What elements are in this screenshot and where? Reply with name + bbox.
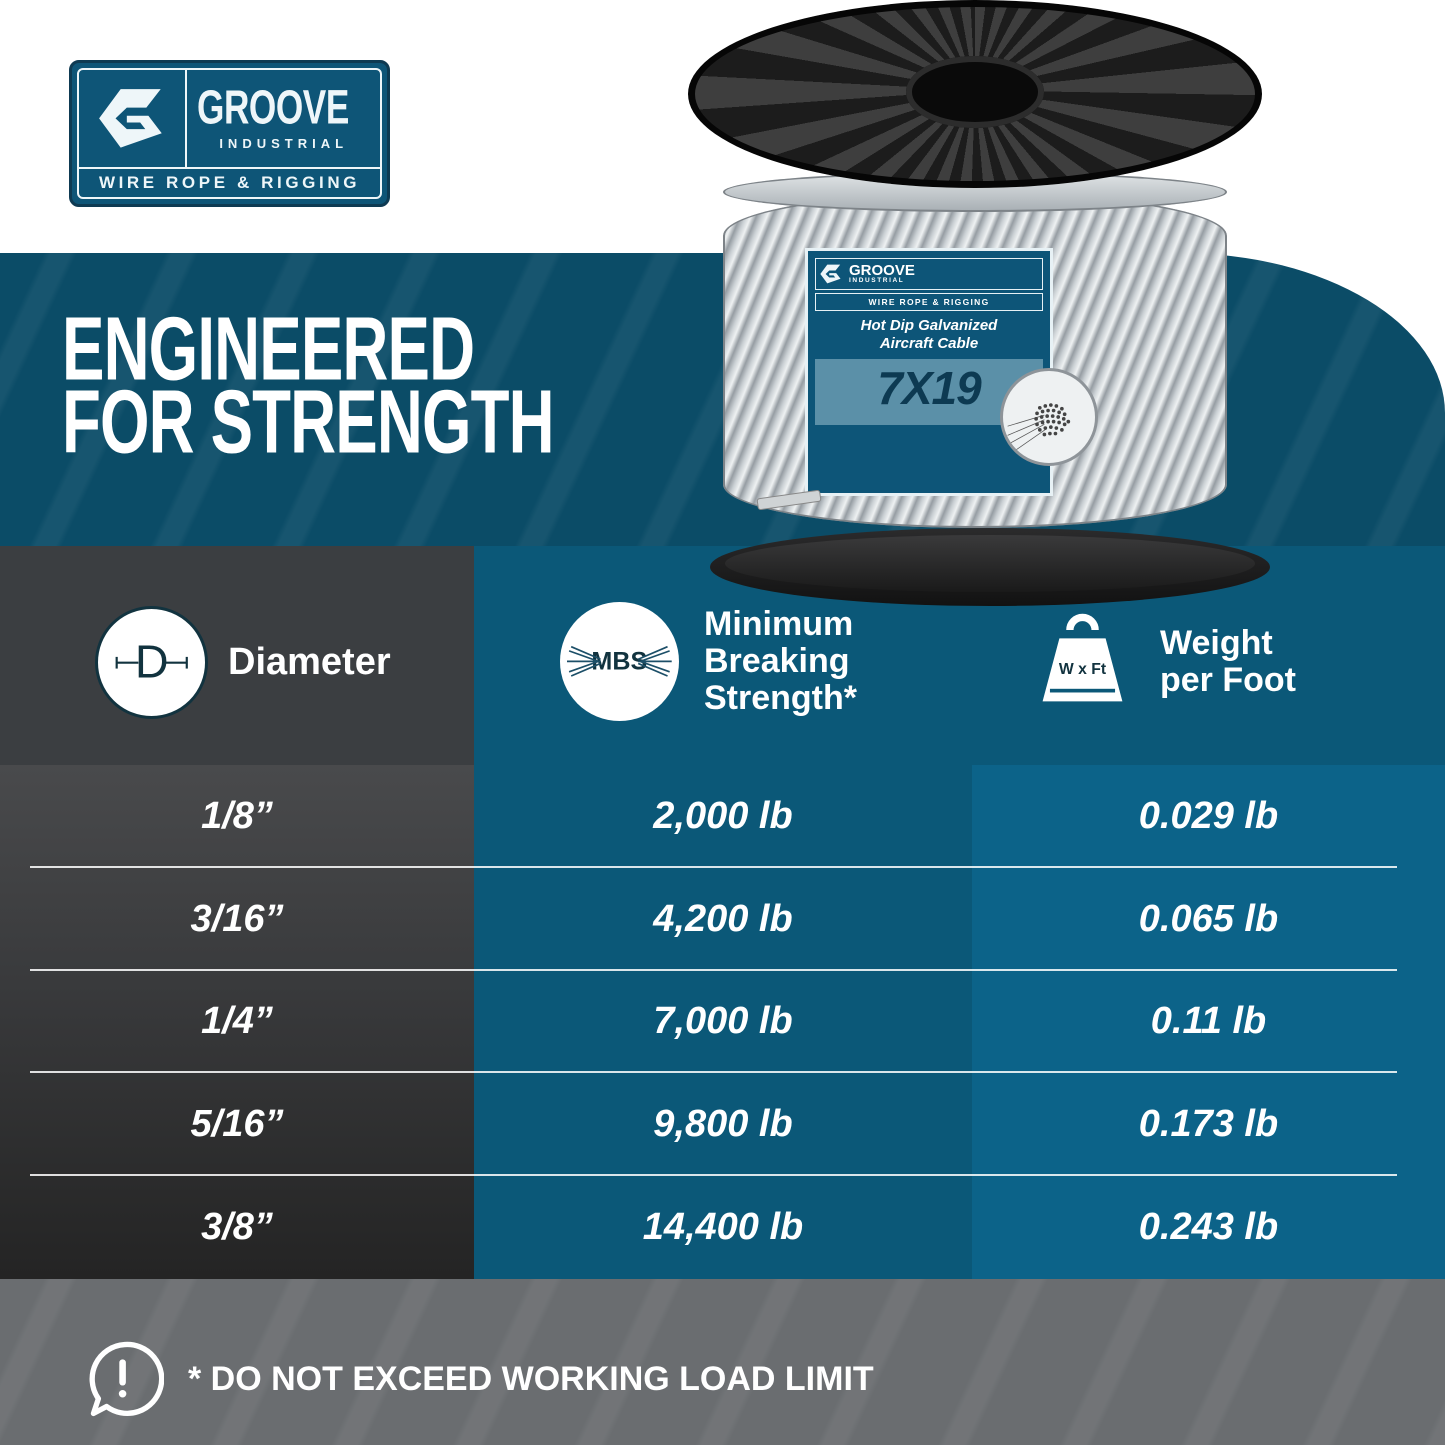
svg-text:D: D [135,636,169,688]
svg-text:W x Ft: W x Ft [1059,661,1107,678]
